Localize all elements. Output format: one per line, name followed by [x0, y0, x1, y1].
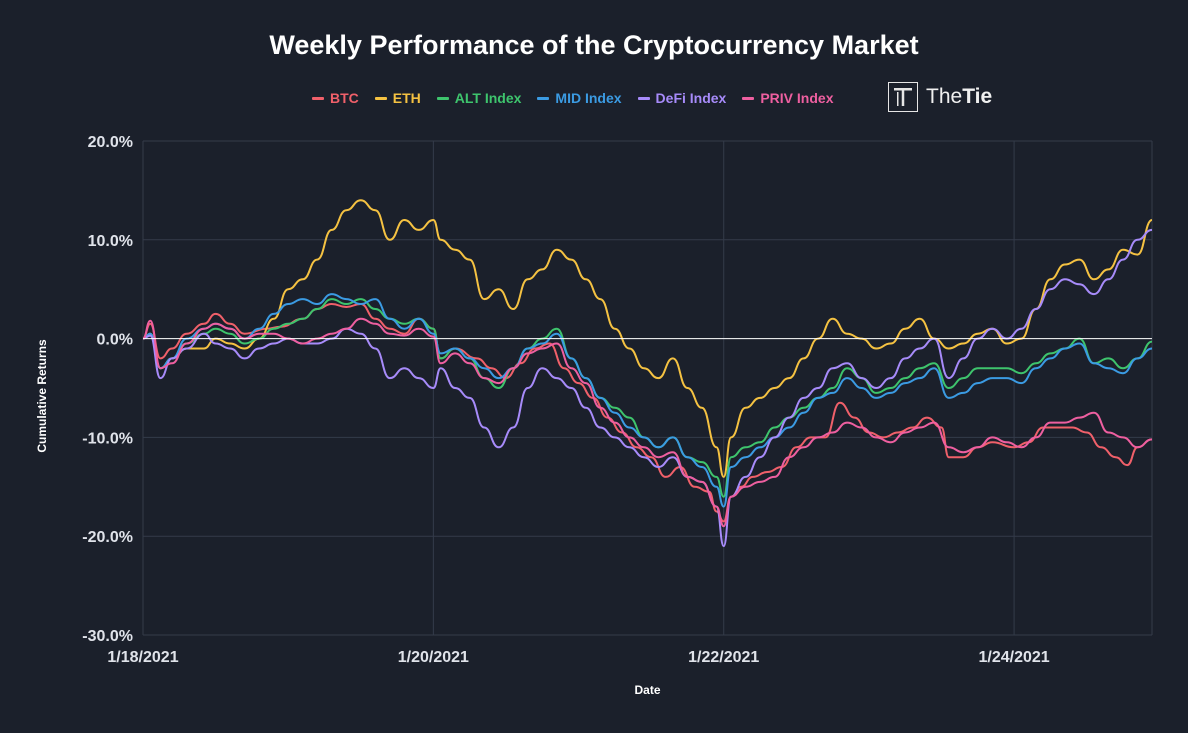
legend-item-mid-index[interactable]: MID Index [537, 90, 622, 106]
legend-label: DeFi Index [655, 90, 727, 106]
legend-swatch [537, 96, 550, 100]
legend-item-btc[interactable]: BTC [312, 90, 359, 106]
legend-item-priv-index[interactable]: PRIV Index [742, 90, 833, 106]
x-tick-label: 1/20/2021 [398, 649, 469, 666]
y-axis-ticks: 20.0% 10.0% 0.0% -10.0% -20.0% -30.0% [82, 134, 133, 645]
thetie-logo: TheTie [888, 80, 992, 114]
series-line-priv-index [142, 317, 1153, 528]
legend-label: BTC [330, 90, 359, 106]
y-tick-label: -30.0% [82, 628, 133, 645]
chart-legend: BTC ETH ALT Index MID Index DeFi Index PRIV I… [312, 88, 849, 108]
legend-swatch [374, 96, 387, 100]
series-line-alt-index [142, 298, 1153, 498]
series-lines [142, 199, 1153, 548]
legend-label: ETH [392, 90, 421, 106]
y-tick-label: 20.0% [88, 134, 133, 151]
y-axis-title: Cumulative Returns [35, 339, 49, 453]
logo-text-bold: Tie [962, 85, 993, 108]
series-line-mid-index [142, 293, 1153, 508]
series-line-defi-index [142, 228, 1153, 548]
grid-lines [142, 140, 1153, 636]
series-line-eth [142, 199, 1153, 478]
logo-t-icon [894, 88, 912, 106]
legend-swatch [312, 96, 324, 100]
y-tick-label: 0.0% [97, 332, 133, 349]
legend-swatch [436, 96, 449, 100]
legend-item-defi-index[interactable]: DeFi Index [637, 90, 727, 106]
x-tick-label: 1/24/2021 [978, 649, 1049, 666]
x-tick-label: 1/18/2021 [107, 649, 178, 666]
y-tick-label: 10.0% [88, 233, 133, 250]
legend-item-alt-index[interactable]: ALT Index [436, 90, 522, 106]
legend-label: ALT Index [454, 90, 522, 106]
legend-label: PRIV Index [760, 90, 834, 106]
x-axis-title: Date [634, 683, 660, 697]
x-tick-label: 1/22/2021 [688, 649, 759, 666]
y-tick-label: -10.0% [82, 430, 133, 447]
logo-text-light: The [926, 85, 963, 108]
y-tick-label: -20.0% [82, 529, 133, 546]
x-axis-ticks: 1/18/2021 1/20/2021 1/22/2021 1/24/2021 [107, 649, 1049, 666]
thetie-logo-text: TheTie [926, 85, 992, 109]
chart-title: Weekly Performance of the Cryptocurrency… [269, 30, 919, 60]
legend-label: MID Index [555, 90, 622, 106]
thetie-logo-mark [888, 82, 918, 112]
legend-swatch [742, 96, 755, 100]
legend-item-eth[interactable]: ETH [374, 90, 421, 106]
legend-swatch [637, 96, 650, 100]
